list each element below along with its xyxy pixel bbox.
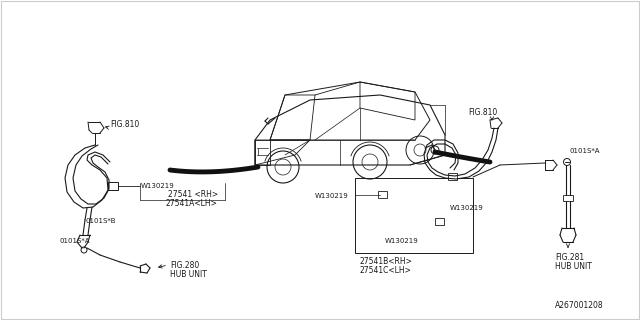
Bar [355, 178, 473, 253]
Bar [448, 173, 457, 180]
Text: W130219: W130219 [141, 183, 175, 189]
Text: W130219: W130219 [450, 205, 484, 211]
Text: 27541 <RH>: 27541 <RH> [168, 190, 218, 199]
Text: 27541A<LH>: 27541A<LH> [165, 199, 217, 208]
Text: W130219: W130219 [315, 193, 349, 199]
Bar [435, 218, 444, 225]
Text: 0101S*A: 0101S*A [60, 238, 90, 244]
Text: A267001208: A267001208 [555, 301, 604, 310]
Text: FIG.281: FIG.281 [555, 253, 584, 262]
Text: 27541C<LH>: 27541C<LH> [360, 266, 412, 275]
Text: 0101S*B: 0101S*B [85, 218, 115, 224]
Text: HUB UNIT: HUB UNIT [170, 270, 207, 279]
Text: HUB UNIT: HUB UNIT [555, 262, 592, 271]
Text: 0101S*A: 0101S*A [570, 148, 600, 154]
Text: FIG.810: FIG.810 [110, 120, 140, 129]
Bar [563, 195, 573, 201]
Text: FIG.810: FIG.810 [468, 108, 497, 117]
Text: 27541B<RH>: 27541B<RH> [360, 257, 413, 266]
Bar [378, 191, 387, 198]
Text: FIG.280: FIG.280 [170, 261, 199, 270]
Bar [108, 182, 118, 190]
Text: W130219: W130219 [385, 238, 419, 244]
